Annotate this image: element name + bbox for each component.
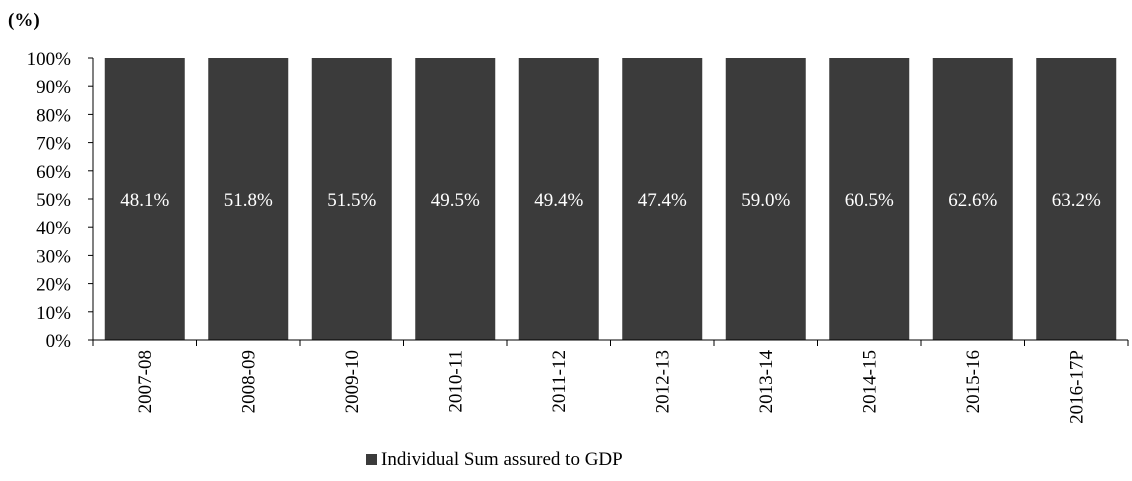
bar <box>932 58 1013 340</box>
bar <box>725 58 806 340</box>
y-tick-label: 20% <box>36 275 71 296</box>
y-tick-label: 40% <box>36 218 71 239</box>
x-category-label: 2009-10 <box>342 350 363 413</box>
data-label: 62.6% <box>948 190 997 211</box>
y-tick-label: 0% <box>46 331 72 352</box>
data-label: 49.5% <box>431 190 480 211</box>
data-label: 63.2% <box>1052 190 1101 211</box>
x-category-label: 2012-13 <box>652 350 673 413</box>
y-tick-label: 30% <box>36 246 71 267</box>
y-tick-label: 10% <box>36 303 71 324</box>
y-tick-label: 90% <box>36 77 71 98</box>
bar <box>829 58 910 340</box>
data-label: 51.5% <box>327 190 376 211</box>
data-label: 48.1% <box>120 190 169 211</box>
x-category-label: 2013-14 <box>756 350 777 414</box>
unit-label: (%) <box>8 10 40 31</box>
y-tick-label: 60% <box>36 162 71 183</box>
data-label: 60.5% <box>845 190 894 211</box>
bar <box>415 58 496 340</box>
data-labels: 48.1% 51.8% 51.5% 49.5% 49.4% 47.4% 59.0% 60.5%… <box>120 190 1101 211</box>
x-category-label: 2007-08 <box>135 350 156 413</box>
x-category-label: 2008-09 <box>238 350 259 413</box>
y-axis-ticks: 0% 10% 20% 30% 40% 50% 60% 70% 80% 90% 100% <box>27 49 93 352</box>
bars <box>104 58 1117 340</box>
y-tick-label: 80% <box>36 105 71 126</box>
x-axis-ticks: 2007-08 2008-09 2009-10 2010-11 2011-12 2012-… <box>92 340 1129 424</box>
bar <box>311 58 392 340</box>
x-category-label: 2014-15 <box>859 350 880 413</box>
bar <box>518 58 599 340</box>
data-label: 49.4% <box>534 190 583 211</box>
bar <box>104 58 185 340</box>
x-category-label: 2010-11 <box>445 350 466 413</box>
x-category-label: 2016-17P <box>1066 350 1087 424</box>
x-category-label: 2011-12 <box>549 350 570 413</box>
data-label: 59.0% <box>741 190 790 211</box>
y-tick-label: 50% <box>36 190 71 211</box>
legend-label: Individual Sum assured to GDP <box>381 449 623 470</box>
y-tick-label: 100% <box>27 49 72 70</box>
data-label: 47.4% <box>638 190 687 211</box>
legend: Individual Sum assured to GDP <box>366 449 623 470</box>
bar <box>1036 58 1117 340</box>
bar <box>622 58 703 340</box>
y-tick-label: 70% <box>36 134 71 155</box>
x-category-label: 2015-16 <box>963 350 984 413</box>
data-label: 51.8% <box>224 190 273 211</box>
bar <box>208 58 289 340</box>
legend-swatch <box>366 454 377 465</box>
